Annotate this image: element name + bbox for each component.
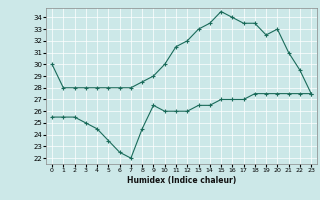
X-axis label: Humidex (Indice chaleur): Humidex (Indice chaleur) [127,176,236,185]
